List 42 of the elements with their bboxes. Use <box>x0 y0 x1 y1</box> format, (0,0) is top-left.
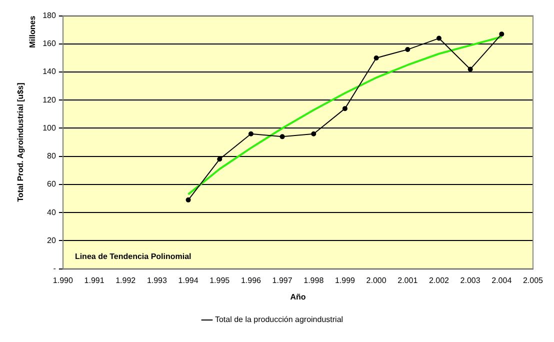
x-axis-title: Año <box>290 292 306 302</box>
x-tick-label: 2.002 <box>428 276 450 285</box>
x-tick-label: 2.001 <box>398 276 418 285</box>
x-tick-label: 2.005 <box>522 276 544 285</box>
x-tick-label: 2.004 <box>492 276 512 285</box>
x-tick-label: 1.991 <box>84 276 105 285</box>
y-axis-title: Total Prod. Agroindustrial [u$s] <box>16 82 26 202</box>
point <box>499 32 504 37</box>
x-tick-label: 1.994 <box>178 276 199 285</box>
point <box>405 47 410 52</box>
x-tick-label: 1.993 <box>146 276 168 285</box>
point <box>436 36 442 41</box>
x-tick-label: 1.997 <box>272 276 293 285</box>
y-tick-label: - <box>53 264 56 274</box>
point <box>217 156 222 162</box>
point <box>248 131 254 136</box>
point <box>186 197 191 202</box>
y-tick-label: 120 <box>42 95 56 104</box>
y-tick-label: 20 <box>47 236 56 245</box>
x-tick-label: 2.003 <box>460 276 481 285</box>
x-tick-label: 1.999 <box>334 276 356 285</box>
y-tick-label: 80 <box>47 152 56 161</box>
x-tick-label: 1.990 <box>52 276 74 285</box>
point <box>280 134 285 140</box>
annotation: Linea de Tendencia Polinomial <box>74 252 192 262</box>
x-tick-label: 1.998 <box>304 276 324 285</box>
x-tick-label: 1.992 <box>116 276 136 285</box>
point <box>311 131 316 136</box>
point <box>468 66 473 72</box>
point <box>374 55 379 60</box>
y-tick-label: 100 <box>42 123 56 132</box>
text: Millones <box>28 15 38 48</box>
y-tick-label: 180 <box>42 11 56 20</box>
x-tick-label: 1.995 <box>210 276 230 285</box>
point <box>342 106 348 112</box>
x-tick-label: 2.000 <box>366 276 387 285</box>
y-tick-label: 40 <box>47 208 56 217</box>
x-tick-label: 1.996 <box>240 276 262 285</box>
y-tick-label: 140 <box>42 67 56 76</box>
y-tick-label: 160 <box>42 39 56 48</box>
legend-label: Total de la producción agroindustrial <box>214 315 344 324</box>
y-tick-label: 60 <box>47 180 56 189</box>
